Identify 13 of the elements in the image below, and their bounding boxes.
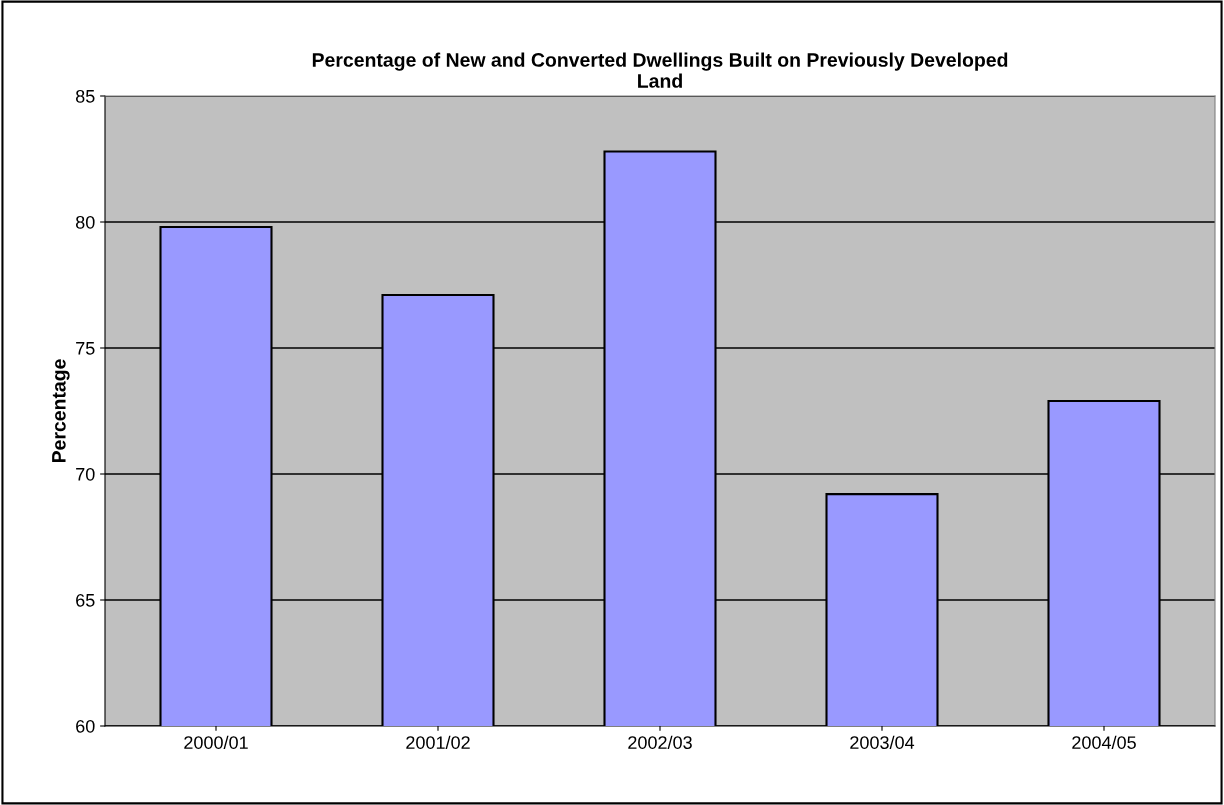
x-tick-label: 2001/02 bbox=[406, 735, 470, 749]
x-tick-label: 2004/05 bbox=[1072, 735, 1136, 749]
y-tick-label: 75 bbox=[76, 342, 95, 355]
y-tick-label: 70 bbox=[76, 467, 95, 481]
y-axis-title: Percentage bbox=[52, 359, 70, 463]
chart-title: Percentage of New and Converted Dwellings Built on Previously Developed Land bbox=[312, 52, 1008, 88]
x-tick-label: 2002/03 bbox=[628, 735, 692, 749]
y-tick-label: 65 bbox=[76, 593, 95, 607]
y-tick-label: 60 bbox=[76, 719, 95, 733]
y-tick-label: 85 bbox=[75, 89, 95, 103]
x-tick-label: 2003/04 bbox=[850, 735, 915, 749]
y-tick-label: 80 bbox=[75, 215, 95, 229]
x-tick-label: 2000/01 bbox=[184, 735, 248, 749]
